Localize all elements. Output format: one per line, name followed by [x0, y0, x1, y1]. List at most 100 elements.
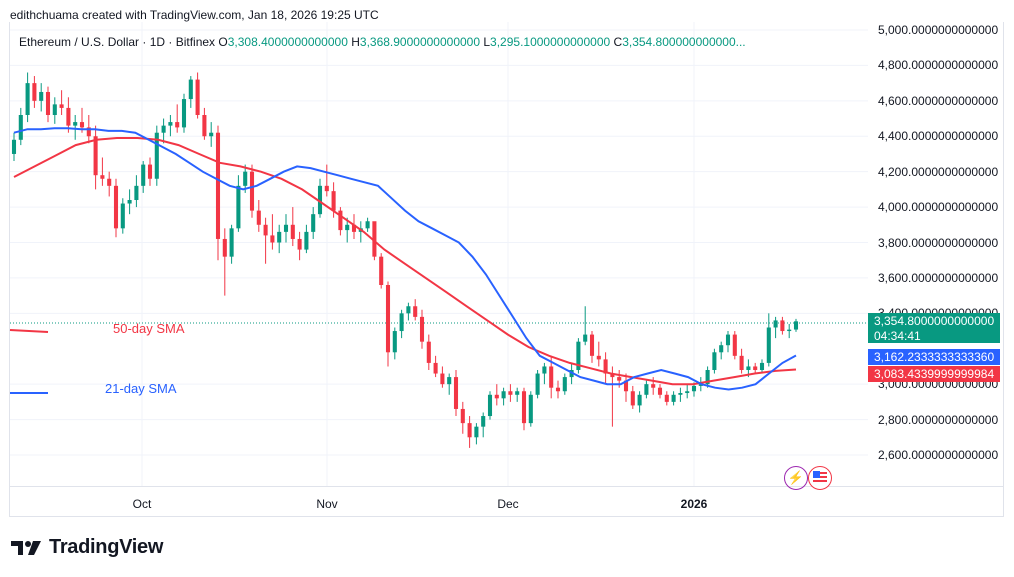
candle — [52, 97, 57, 124]
open-value: 3,308.4000000000000 — [227, 35, 348, 49]
candle-body — [385, 285, 391, 353]
candle-body — [168, 122, 173, 126]
candle — [447, 373, 452, 395]
candle-body — [311, 214, 316, 232]
candle — [317, 178, 323, 218]
candle — [338, 207, 343, 236]
candle — [787, 323, 792, 339]
candle — [39, 83, 44, 112]
candle-body — [555, 387, 561, 392]
candle-body — [120, 203, 125, 229]
candle — [324, 164, 329, 197]
price-axis-label: 5,000.0000000000000 — [878, 23, 999, 37]
candle-body — [793, 321, 799, 330]
candle-body — [583, 334, 588, 342]
candle — [453, 370, 459, 417]
candle — [542, 362, 547, 385]
sma50-line — [13, 137, 797, 386]
candle — [120, 198, 125, 234]
candle-body — [86, 127, 91, 137]
candle — [134, 175, 139, 208]
last-price-value: 3,354.8000000000000 — [874, 314, 995, 328]
sma21-price-tag: 3,162.2333333333360 — [868, 349, 1000, 365]
candle-body — [753, 366, 758, 370]
close-value: 3,354.800000000000... — [622, 35, 746, 49]
sma50-label: 50-day SMA — [113, 321, 185, 336]
candle-body — [467, 423, 472, 438]
candle — [732, 331, 737, 360]
candle — [351, 214, 357, 239]
candle-body — [440, 373, 445, 385]
price-axis-label: 4,600.0000000000000 — [878, 93, 999, 108]
candle — [18, 107, 23, 146]
candle — [501, 387, 506, 406]
price-axis-label: 2,600.0000000000000 — [878, 448, 999, 462]
candle-body — [712, 352, 717, 370]
candle-body — [331, 191, 336, 211]
candle — [209, 122, 214, 147]
last-price-tag: 3,354.8000000000000 04:34:41 — [868, 313, 1000, 343]
candle — [59, 90, 64, 115]
candle — [610, 366, 615, 427]
candle — [181, 93, 187, 133]
candle — [664, 391, 669, 406]
candle-body — [494, 394, 499, 399]
candle-body — [45, 91, 51, 115]
price-axis-label: 4,200.0000000000000 — [878, 164, 999, 179]
candle — [766, 313, 771, 367]
candle — [494, 384, 499, 406]
candle-body — [25, 83, 30, 115]
candle — [127, 189, 132, 215]
candle — [365, 217, 370, 232]
candle-body — [134, 185, 139, 200]
candle-body — [324, 185, 329, 192]
candle — [637, 391, 642, 413]
candle — [202, 107, 207, 140]
tradingview-logo-text: TradingView — [49, 536, 164, 558]
candle-body — [290, 224, 295, 239]
candle-body — [351, 224, 357, 232]
candle — [249, 164, 255, 218]
candle-body — [481, 416, 486, 427]
candle — [528, 391, 533, 427]
lightning-icon[interactable]: ⚡ — [784, 466, 808, 490]
candle-body — [501, 391, 506, 399]
tradingview-logo[interactable]: TradingView — [11, 536, 163, 559]
candle-body — [603, 359, 608, 374]
time-axis-divider — [9, 486, 1004, 487]
candle — [147, 157, 153, 186]
candle-body — [243, 171, 248, 186]
sma50-legend-line — [9, 329, 49, 333]
candle-body — [11, 139, 17, 154]
price-axis-label: 4,800.0000000000000 — [878, 58, 999, 73]
candle — [780, 316, 785, 335]
time-axis-label: Dec — [497, 497, 519, 511]
candle-body — [392, 331, 397, 353]
candle-body — [175, 122, 180, 128]
candle-body — [297, 238, 302, 250]
candle-body — [508, 391, 513, 395]
candle-body — [576, 341, 581, 370]
candle — [474, 423, 479, 445]
candle-body — [93, 136, 98, 176]
us-flag-icon[interactable] — [808, 466, 832, 490]
candle — [168, 115, 173, 137]
low-label: L — [483, 35, 491, 49]
candle — [576, 338, 581, 374]
candle — [188, 76, 193, 108]
candle — [113, 178, 119, 238]
candle-body — [739, 355, 744, 370]
candle — [297, 231, 302, 261]
candle-body — [766, 327, 771, 363]
candle — [739, 348, 744, 374]
candle-body — [787, 329, 792, 332]
candle — [290, 207, 295, 247]
candle-body — [474, 426, 479, 438]
candle — [515, 387, 520, 402]
candle-body — [719, 345, 724, 353]
candle-body — [379, 256, 384, 285]
candle — [725, 331, 731, 353]
time-axis-label: Nov — [316, 497, 338, 511]
candle — [685, 384, 690, 399]
